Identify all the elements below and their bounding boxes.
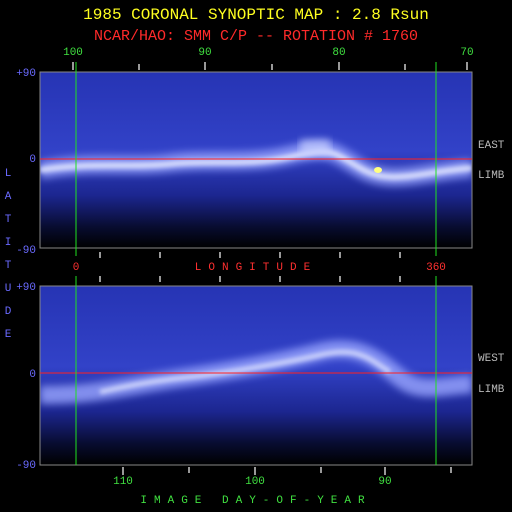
longitude-end: 360 [426,262,446,274]
side-label: LIMB [478,384,505,396]
bottom-axis-label: 100 [245,476,265,488]
lat-label: 0 [29,369,36,381]
x-axis-label: IMAGE DAY-OF-YEAR [140,495,371,507]
lat-label: 0 [29,154,36,166]
side-label: WEST [478,353,505,365]
lat-label: +90 [16,282,36,294]
bottom-axis-label: 110 [113,476,133,488]
lat-label: -90 [16,460,36,472]
bottom-axis-label: 90 [378,476,391,488]
axis-ticks [72,62,468,475]
subtitle: NCAR/HAO: SMM C/P -- ROTATION # 1760 [94,28,418,45]
side-label: LIMB [478,170,505,182]
top-axis-label: 100 [63,47,83,59]
bottom-map [40,286,472,465]
top-axis-label: 90 [198,47,211,59]
longitude-start: 0 [73,262,80,274]
top-axis-label: 80 [332,47,345,59]
longitude-label: LONGITUDE [195,262,317,274]
side-label: EAST [478,140,505,152]
lat-label: +90 [16,68,36,80]
top-map [40,72,472,248]
top-axis-label: 70 [460,47,473,59]
title: 1985 CORONAL SYNOPTIC MAP : 2.8 Rsun [83,6,429,24]
y-axis-label: LATITUDE [2,168,14,352]
lat-label: -90 [16,245,36,257]
